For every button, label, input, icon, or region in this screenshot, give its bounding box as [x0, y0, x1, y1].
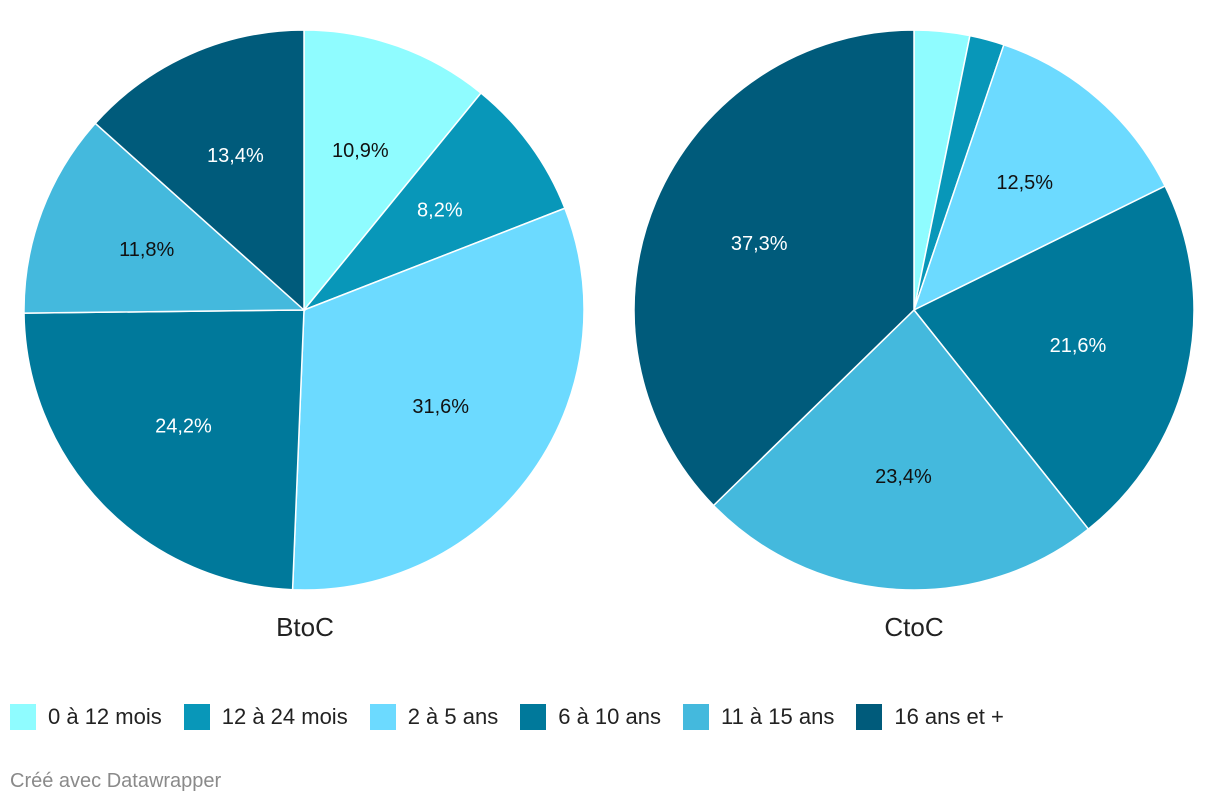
slice-label: 11,8%: [119, 239, 174, 261]
legend-label: 2 à 5 ans: [407, 704, 499, 729]
slice-label: 12,5%: [996, 172, 1053, 194]
legend-label: 12 à 24 mois: [221, 704, 348, 729]
pie-slice[interactable]: [912, 43, 1167, 312]
legend-item: 0 à 12 mois: [10, 704, 162, 730]
legend-swatch: [856, 704, 883, 730]
pie-slice[interactable]: [912, 185, 1195, 531]
legend-swatch: [10, 704, 36, 730]
slice-label: 23,4%: [875, 466, 932, 488]
legend-label: 0 à 12 mois: [48, 704, 162, 729]
legend-swatch: [520, 704, 547, 730]
legend-item: 11 à 15 ans: [682, 704, 835, 730]
pie-title-btoc: BtoC: [276, 612, 334, 642]
pie-slice[interactable]: [291, 207, 585, 591]
legend-label: 11 à 15 ans: [720, 704, 835, 729]
pie-slice[interactable]: [94, 29, 305, 312]
legend-item: 16 ans et +: [856, 704, 1004, 730]
legend-item: 12 à 24 mois: [183, 704, 348, 730]
slice-label: 8,2%: [417, 199, 463, 221]
legend-label: 16 ans et +: [894, 704, 1004, 729]
slice-label: 37,3%: [731, 233, 788, 255]
credit-link[interactable]: Créé avec Datawrapper: [10, 770, 222, 792]
slice-label: 31,6%: [412, 396, 469, 418]
legend-swatch: [682, 704, 709, 730]
pie-chart-ctoc: 12,5% 21,6% 23,4% 37,3%: [633, 29, 1195, 591]
pie-slice[interactable]: [712, 308, 1090, 591]
legend-swatch: [369, 704, 396, 730]
pie-chart-btoc: 10,9% 8,2% 31,6% 24,2% 11,8% 13,4%: [23, 29, 585, 591]
legend-item: 2 à 5 ans: [369, 704, 499, 730]
pie-slice[interactable]: [303, 29, 483, 313]
pie-slice[interactable]: [633, 29, 915, 507]
slice-label: 21,6%: [1050, 335, 1107, 357]
pie-title-ctoc: CtoC: [884, 612, 943, 642]
legend-item: 6 à 10 ans: [520, 704, 661, 730]
legend: 0 à 12 mois 12 à 24 mois 2 à 5 ans 6 à 1…: [10, 702, 1026, 732]
slice-label: 13,4%: [207, 145, 264, 167]
pie-slice[interactable]: [23, 309, 305, 591]
legend-swatch: [183, 704, 210, 730]
slice-label: 10,9%: [332, 140, 389, 162]
slice-label: 24,2%: [155, 415, 212, 437]
pie-slice[interactable]: [301, 91, 566, 312]
pie-slice[interactable]: [23, 122, 306, 314]
legend-label: 6 à 10 ans: [558, 704, 661, 729]
